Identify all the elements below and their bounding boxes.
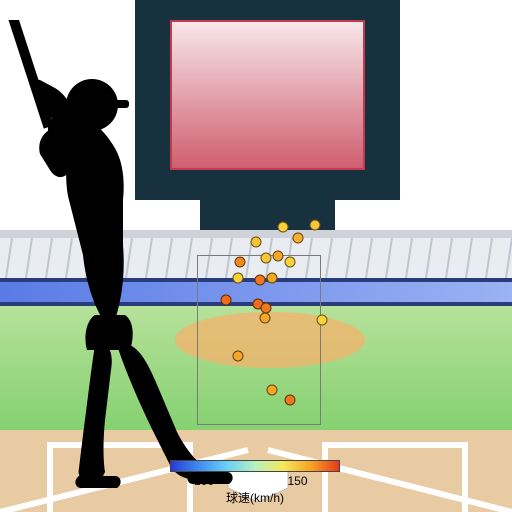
- colorbar: 100 150 球速(km/h): [170, 460, 340, 506]
- pitch-point: [310, 220, 321, 231]
- pitch-point: [255, 275, 266, 286]
- colorbar-tick: 100: [194, 474, 214, 488]
- pitch-point: [261, 253, 272, 264]
- pitch-point: [273, 251, 284, 262]
- pitch-point: [317, 315, 328, 326]
- pitch-point: [285, 257, 296, 268]
- pitch-point: [267, 385, 278, 396]
- colorbar-gradient: [170, 460, 340, 472]
- pitch-point: [251, 237, 262, 248]
- colorbar-label: 球速(km/h): [170, 489, 340, 506]
- pitch-point: [293, 233, 304, 244]
- pitch-point: [285, 395, 296, 406]
- pitch-point: [260, 313, 271, 324]
- pitch-point: [267, 273, 278, 284]
- batter-silhouette: [0, 20, 245, 500]
- colorbar-ticks: 100 150: [170, 474, 340, 488]
- pitch-point: [278, 222, 289, 233]
- colorbar-tick: 150: [287, 474, 307, 488]
- chart-root: 100 150 球速(km/h): [0, 0, 512, 512]
